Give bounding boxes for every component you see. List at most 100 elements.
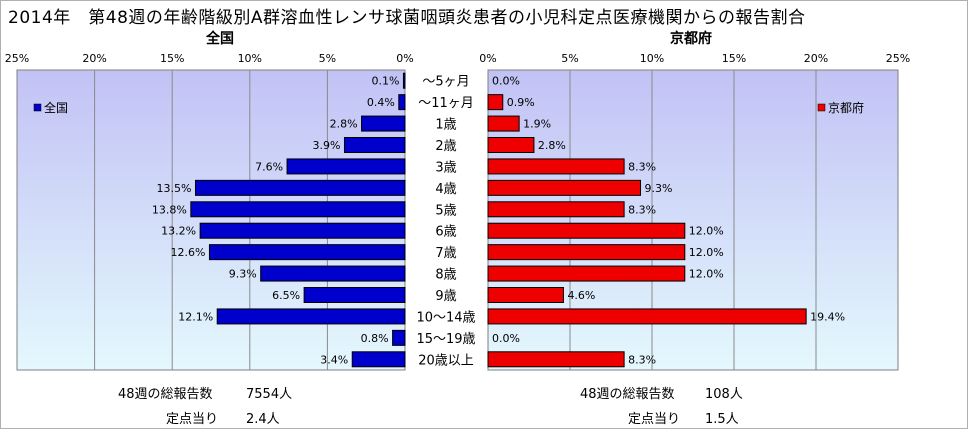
right-data-label: 12.0%	[689, 246, 724, 259]
category-label: 1歳	[435, 118, 456, 133]
left-bar	[190, 201, 406, 218]
right-tick-label: 25%	[886, 52, 910, 65]
left-tick-label: 20%	[82, 52, 106, 65]
left-bar	[216, 308, 406, 325]
left-legend-label: 全国	[44, 100, 68, 115]
left-tick-label: 25%	[5, 52, 29, 65]
right-data-label: 8.3%	[628, 203, 656, 216]
left-data-label: 0.1%	[371, 75, 399, 88]
category-label: 9歳	[435, 289, 456, 304]
left-panel-plot: 25% 20% 15% 10% 5% 0% 0.1% 0.4% 2.8% 3.9% 7.6% 13.5…	[5, 52, 414, 371]
right-bar	[487, 179, 642, 196]
right-tick-label: 5%	[561, 52, 578, 65]
right-per-value: 1.5人	[705, 412, 739, 427]
right-bar	[487, 222, 686, 239]
right-bar	[487, 137, 535, 153]
right-bar	[487, 158, 625, 175]
left-tick-label: 10%	[238, 52, 262, 65]
left-data-label: 2.8%	[330, 118, 358, 131]
left-bar	[199, 222, 406, 239]
category-label: ～11ヶ月	[418, 96, 474, 111]
left-data-label: 13.8%	[152, 203, 187, 216]
left-per-label: 定点当り	[166, 412, 219, 427]
left-bar	[351, 351, 406, 368]
right-data-label: 0.0%	[492, 75, 520, 88]
left-data-label: 3.9%	[313, 139, 341, 152]
left-legend-swatch	[33, 103, 42, 112]
category-label: 10～14歳	[416, 310, 475, 325]
left-total-label: 48週の総報告数	[118, 387, 213, 402]
category-label: ～5ヶ月	[422, 75, 469, 90]
right-bar	[487, 115, 520, 132]
left-per-value: 2.4人	[246, 412, 280, 427]
right-panel-title: 京都府	[670, 31, 712, 47]
left-data-label: 13.2%	[161, 225, 196, 238]
right-tick-label: 10%	[640, 52, 664, 65]
left-data-label: 0.8%	[361, 332, 389, 345]
chart-title: 2014年 第48週の年齢階級別A群溶血性レンサ球菌咽頭炎患者の小児科定点医療機…	[8, 8, 806, 28]
right-data-label: 9.3%	[645, 182, 673, 195]
right-legend-label: 京都府	[828, 100, 864, 115]
left-data-label: 3.4%	[320, 353, 348, 366]
category-label: 20歳以上	[418, 353, 474, 368]
left-bar	[194, 179, 406, 196]
right-data-label: 4.6%	[567, 289, 595, 302]
left-legend: 全国	[33, 100, 68, 115]
right-legend: 京都府	[817, 100, 864, 115]
left-data-label: 0.4%	[367, 96, 395, 109]
right-tick-label: 15%	[722, 52, 746, 65]
category-label: 4歳	[435, 182, 456, 197]
left-bar	[361, 115, 406, 132]
left-data-label: 12.6%	[170, 246, 205, 259]
right-bar	[487, 94, 504, 111]
left-bar	[208, 244, 406, 261]
right-plot-area	[487, 69, 899, 371]
category-label: 5歳	[435, 203, 456, 218]
category-label: 7歳	[435, 246, 456, 261]
left-total-value: 7554人	[246, 387, 293, 402]
left-data-label: 9.3%	[229, 268, 257, 281]
left-tick-label: 5%	[319, 52, 336, 65]
right-data-label: 0.9%	[507, 96, 535, 109]
right-per-label: 定点当り	[628, 412, 681, 427]
right-data-label: 0.0%	[492, 332, 520, 345]
right-bar	[487, 244, 686, 261]
left-tick-label: 0%	[396, 52, 413, 65]
right-total-label: 48週の総報告数	[580, 387, 675, 402]
right-legend-swatch	[817, 103, 826, 112]
right-data-label: 8.3%	[628, 353, 656, 366]
right-bar	[487, 351, 625, 368]
left-panel-title: 全国	[206, 31, 234, 47]
left-data-label: 6.5%	[272, 289, 300, 302]
right-data-label: 12.0%	[689, 268, 724, 281]
left-bar	[398, 94, 406, 111]
right-data-label: 2.8%	[538, 139, 566, 152]
category-label: 8歳	[435, 268, 456, 283]
left-data-label: 7.6%	[255, 160, 283, 173]
right-data-label: 12.0%	[689, 225, 724, 238]
left-bar	[303, 287, 406, 303]
left-bar	[286, 158, 406, 175]
right-bar	[487, 287, 564, 303]
category-label: 6歳	[435, 225, 456, 240]
right-tick-label: 20%	[804, 52, 828, 65]
left-bar	[343, 137, 406, 153]
category-label: 15～19歳	[416, 332, 475, 347]
left-bar	[402, 72, 406, 89]
right-tick-label: 0%	[479, 52, 496, 65]
right-total-value: 108人	[705, 387, 743, 402]
left-data-label: 12.1%	[178, 310, 213, 323]
category-label: 2歳	[435, 139, 456, 154]
right-panel-plot: 0% 5% 10% 15% 20% 25% 0.0% 0.9% 1.9% 2.8% 8.3% 9.3%…	[479, 52, 910, 371]
right-bar	[487, 308, 807, 325]
left-bar	[260, 265, 406, 282]
right-bar	[487, 265, 686, 282]
right-data-label: 1.9%	[523, 118, 551, 131]
category-labels: ～5ヶ月 ～11ヶ月 1歳 2歳 3歳 4歳 5歳 6歳 7歳 8歳 9歳 10～14歳 15～19歳 2…	[416, 75, 475, 369]
left-data-label: 13.5%	[157, 182, 192, 195]
left-bar	[392, 329, 406, 346]
right-bar	[487, 201, 625, 218]
right-data-label: 8.3%	[628, 160, 656, 173]
category-label: 3歳	[435, 160, 456, 175]
